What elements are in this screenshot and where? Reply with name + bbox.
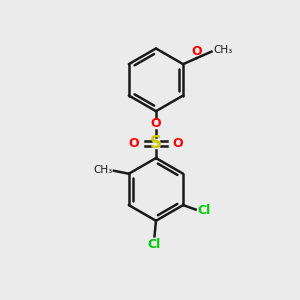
Text: CH₃: CH₃ <box>93 165 112 175</box>
Text: O: O <box>151 117 161 130</box>
Text: O: O <box>129 136 139 150</box>
Text: O: O <box>191 45 202 58</box>
Text: S: S <box>150 134 162 152</box>
Text: Cl: Cl <box>197 204 210 217</box>
Text: Cl: Cl <box>148 238 161 251</box>
Text: O: O <box>173 136 183 150</box>
Text: CH₃: CH₃ <box>213 45 232 55</box>
